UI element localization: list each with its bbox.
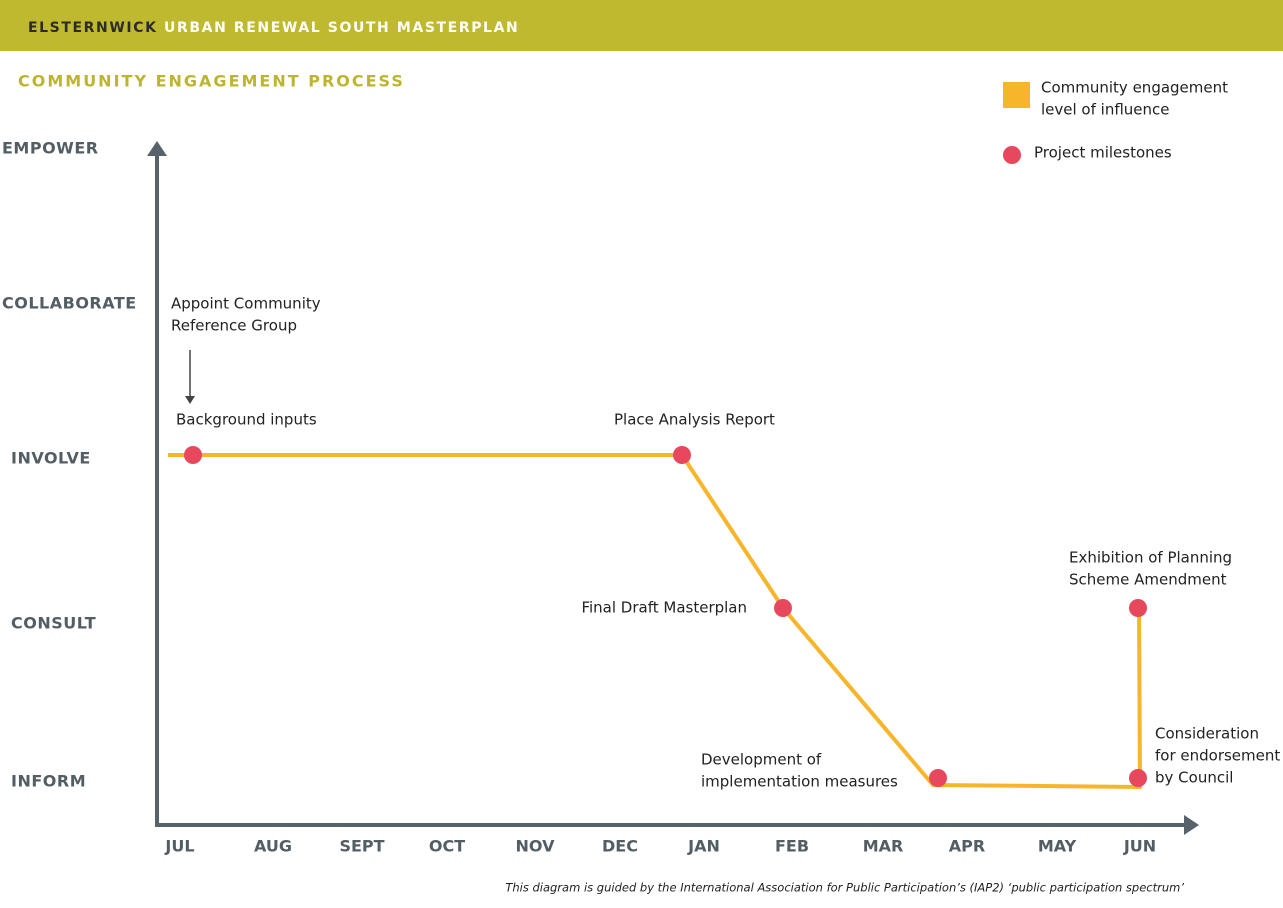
month-label: MAY [1038,837,1077,856]
month-label: FEB [775,837,809,856]
month-label: JUN [1123,837,1156,856]
milestone-dot [929,769,947,787]
header-title-part: URBAN RENEWAL SOUTH MASTERPLAN [164,20,519,36]
month-label: NOV [516,837,556,856]
milestone-label: Final Draft Masterplan [581,599,747,617]
level-label: CONSULT [11,614,96,633]
month-label: MAR [863,837,904,856]
footnote: This diagram is guided by the Internatio… [505,881,1184,895]
month-label: AUG [254,837,292,856]
milestone-label: Scheme Amendment [1069,571,1227,589]
legend-label: level of influence [1041,101,1170,119]
month-label: APR [949,837,985,856]
month-label: DEC [602,837,638,856]
annotation-label: Appoint Community [171,295,321,313]
milestone-dot [1129,599,1147,617]
level-label: EMPOWER [2,139,99,158]
milestone-dot [184,446,202,464]
header-title-part: ELSTERNWICK [28,20,158,36]
legend-label: Project milestones [1034,144,1172,162]
milestone-label: Consideration [1155,725,1259,743]
legend-label: Community engagement [1041,79,1228,97]
subtitle: COMMUNITY ENGAGEMENT PROCESS [18,72,405,91]
milestone-dot [673,446,691,464]
milestone-dot [774,599,792,617]
milestone-label: Development of [701,751,822,769]
month-label: OCT [429,837,465,856]
month-label: JUL [164,837,194,856]
month-label: SEPT [339,837,384,856]
milestone-label: Exhibition of Planning [1069,549,1232,567]
legend-dot [1003,146,1021,164]
header-title: ELSTERNWICK URBAN RENEWAL SOUTH MASTERPL… [28,20,519,36]
milestone-label: implementation measures [701,773,898,791]
header-bar [0,0,1283,51]
y-axis-arrow [147,141,167,156]
month-label: JAN [687,837,720,856]
milestone-label: for endorsement [1155,747,1280,765]
engagement-line [168,453,1142,789]
legend-swatch [1003,82,1030,108]
level-label: INFORM [11,772,86,791]
milestone-dot [1129,769,1147,787]
annotation-label: Reference Group [171,317,297,335]
milestone-label: by Council [1155,769,1233,787]
x-axis-arrow [1184,815,1199,835]
milestone-label: Background inputs [176,411,317,429]
annotation-arrowhead [185,396,195,404]
level-label: INVOLVE [11,449,91,468]
milestone-label: Place Analysis Report [614,411,775,429]
level-label: COLLABORATE [2,294,137,313]
